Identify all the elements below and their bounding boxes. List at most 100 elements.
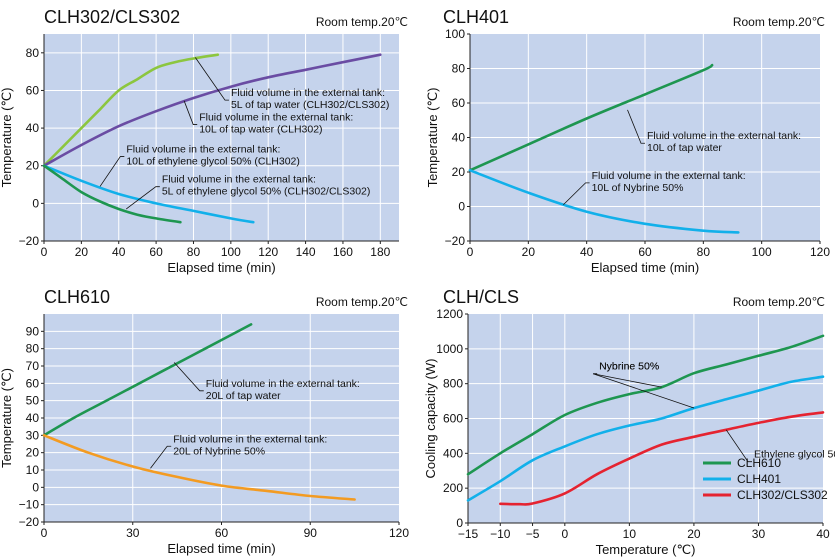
series-line: [42, 53, 220, 167]
annotation-text: 10L of Nybrine 50%: [592, 182, 684, 194]
x-tick-label: 180: [370, 245, 390, 259]
x-tick-label: 20: [522, 245, 536, 259]
annotation-leader: [150, 445, 172, 469]
annotation-text: Ethylene glycol 50%: [754, 449, 835, 461]
y-tick-label: 1000: [436, 342, 463, 356]
x-axis-label: Elapsed time (min): [167, 541, 275, 556]
annotation-text: Fluid volume in the external tank:: [126, 144, 280, 156]
x-tick-label: 40: [112, 245, 126, 259]
x-tick-label: 80: [187, 245, 201, 259]
chart-panel-clh302: CLH302/CLS302 Room temp.20℃ 0 20 40 60 80 100…: [0, 0, 418, 279]
annotation-text: Fluid volume in the external tank:: [592, 170, 746, 182]
annotation-text: Fluid volume in the external tank:: [162, 174, 316, 186]
chart-panel-clh401: CLH401 Room temp.20℃ 0 20 40 60 80 100 120 −20 0…: [418, 0, 835, 279]
y-tick-label: 0: [32, 480, 39, 494]
annotation-leader: [592, 373, 695, 409]
x-tick-label: 60: [215, 526, 229, 540]
y-tick-label: 50: [26, 394, 40, 408]
x-tick-label: −5: [526, 527, 540, 541]
annotation-text: Fluid volume in the external tank:: [206, 378, 360, 390]
series-line: [468, 63, 714, 172]
x-tick-label: 100: [752, 245, 772, 259]
y-tick-label: 90: [26, 324, 40, 338]
y-tick-label: 0: [32, 196, 39, 210]
y-tick-label: 600: [443, 412, 463, 426]
annotation-leader: [183, 100, 198, 125]
x-axis-label: Temperature (℃): [596, 542, 696, 557]
y-tick-label: −20: [19, 515, 40, 529]
x-axis-label: Elapsed time (min): [591, 260, 699, 275]
x-tick-label: 60: [149, 245, 163, 259]
x-tick-label: 120: [389, 526, 409, 540]
x-tick-label: 100: [221, 245, 241, 259]
series-line: [42, 53, 382, 167]
annotation-leader: [195, 57, 229, 101]
y-tick-label: −20: [19, 234, 40, 248]
x-tick-label: 20: [687, 527, 701, 541]
y-axis-label: Cooling capacity (W): [423, 359, 438, 479]
y-tick-label: 10: [26, 463, 40, 477]
legend-label: CLH302/CLS302: [737, 488, 828, 502]
series-line: [466, 375, 825, 502]
chart-title: CLH610: [44, 287, 111, 307]
y-tick-label: 100: [445, 27, 465, 41]
x-axis-label: Elapsed time (min): [167, 260, 275, 275]
annotation-text: 10L of ethylene glycol 50% (CLH302): [126, 156, 300, 168]
y-tick-label: 0: [456, 516, 463, 530]
annotation-text: Fluid volume in the external tank:: [173, 433, 327, 445]
y-axis-label: Temperature (℃): [0, 88, 14, 188]
x-tick-label: 40: [816, 527, 830, 541]
y-tick-label: 20: [26, 159, 40, 173]
y-tick-label: 20: [452, 165, 466, 179]
chart-subtitle: Room temp.20℃: [315, 295, 408, 309]
x-tick-label: 140: [296, 245, 316, 259]
series-line: [466, 334, 825, 476]
x-tick-label: −15: [458, 527, 479, 541]
x-tick-label: 10: [623, 527, 637, 541]
series-line: [499, 411, 825, 506]
y-tick-label: 60: [26, 83, 40, 97]
annotation-text: Fluid volume in the external tank:: [199, 112, 353, 124]
series-line: [468, 169, 740, 234]
annotation-text: 5L of ethylene glycol 50% (CLH302/CLS302…: [162, 186, 371, 198]
chart-panel-clh610: CLH610 Room temp.20℃ 0 30 60 90 120 −20 −10 0 10…: [0, 279, 418, 558]
chart-subtitle: Room temp.20℃: [732, 295, 825, 309]
series-line: [42, 164, 255, 224]
chart-plot: 0 20 40 60 80 100 120 140 160 180−20020406080Elap…: [0, 34, 399, 275]
y-tick-label: 80: [26, 46, 40, 60]
y-tick-label: −20: [445, 234, 466, 248]
series-line: [42, 164, 182, 224]
plot-area: [44, 34, 399, 241]
annotation-text: 20L of Nybrine 50%: [173, 445, 265, 457]
x-tick-label: 20: [75, 245, 89, 259]
annotation-text: Nybrine 50%: [599, 361, 659, 373]
x-tick-label: 80: [697, 245, 711, 259]
chart-subtitle: Room temp.20℃: [315, 15, 408, 29]
x-tick-label: 160: [333, 245, 353, 259]
y-tick-label: 80: [452, 62, 466, 76]
x-tick-label: 0: [467, 245, 474, 259]
y-tick-label: 0: [458, 200, 465, 214]
y-tick-label: 30: [26, 428, 40, 442]
annotation-leader: [125, 186, 160, 210]
y-tick-label: 70: [26, 359, 40, 373]
annotation-text: Fluid volume in the external tank:: [647, 130, 801, 142]
x-tick-label: 0: [41, 245, 48, 259]
y-tick-label: 1200: [436, 307, 463, 321]
x-tick-label: 0: [41, 526, 48, 540]
x-tick-label: 120: [258, 245, 278, 259]
y-tick-label: 80: [26, 342, 40, 356]
x-tick-label: 60: [638, 245, 652, 259]
chart-title: CLH401: [443, 7, 510, 27]
y-tick-label: 60: [452, 96, 466, 110]
chart-subtitle: Room temp.20℃: [732, 15, 825, 29]
x-tick-label: 120: [810, 245, 830, 259]
y-tick-label: 40: [26, 411, 40, 425]
y-tick-label: 200: [443, 481, 463, 495]
x-tick-label: 0: [561, 527, 568, 541]
annotation-text: 10L of tap water: [647, 142, 722, 154]
y-tick-label: 40: [26, 121, 40, 135]
chart-plot: 0 30 60 90 120−20−100102030405060708090Elaps…: [0, 314, 409, 556]
chart-plot: −15 −10 −5 0 10 20 30 40020040060080010001200Te…: [423, 307, 835, 557]
